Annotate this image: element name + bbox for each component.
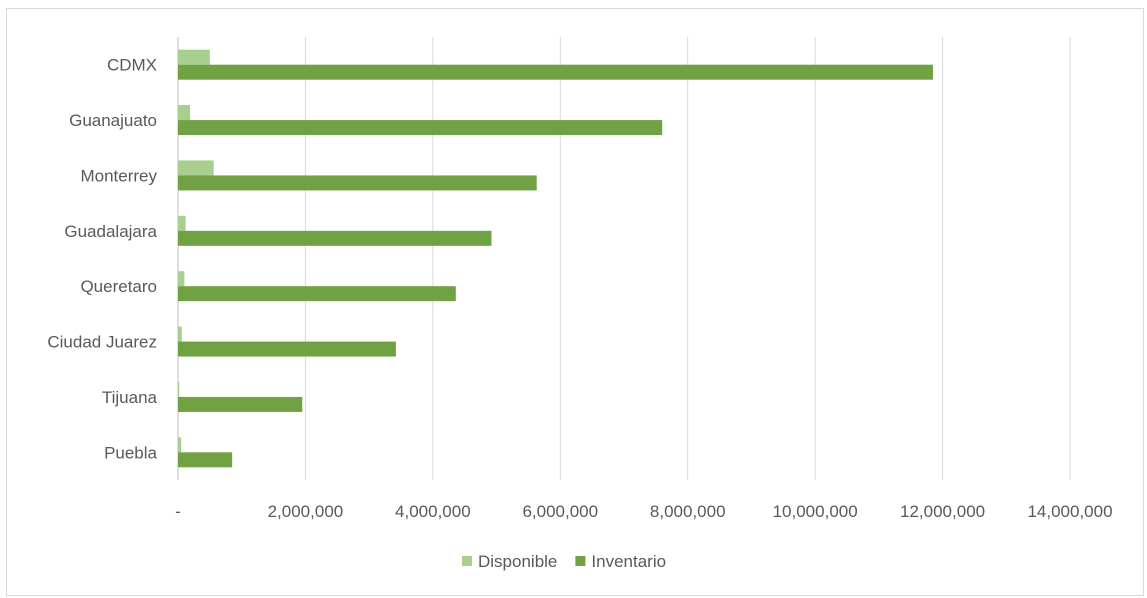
legend-label-inventario: Inventario bbox=[591, 552, 666, 571]
bar-inventario-queretaro bbox=[178, 286, 456, 302]
category-label: Guanajuato bbox=[69, 111, 157, 130]
category-label: Ciudad Juarez bbox=[47, 333, 157, 352]
x-tick-label: 12,000,000 bbox=[900, 502, 985, 521]
x-tick-label: 6,000,000 bbox=[522, 502, 598, 521]
bar-inventario-guadalajara bbox=[178, 230, 492, 246]
legend: Disponible Inventario bbox=[462, 552, 666, 571]
x-tick-label: - bbox=[175, 502, 181, 521]
x-tick-label: 2,000,000 bbox=[268, 502, 344, 521]
bar-disponible-queretaro bbox=[178, 271, 185, 287]
x-tick-label: 8,000,000 bbox=[650, 502, 726, 521]
bars bbox=[178, 49, 934, 468]
bar-disponible-guadalajara bbox=[178, 215, 186, 231]
category-label: Queretaro bbox=[80, 277, 157, 296]
gridlines bbox=[177, 37, 1071, 480]
category-label: Tijuana bbox=[102, 388, 158, 407]
legend-swatch-disponible bbox=[462, 556, 472, 566]
legend-label-disponible: Disponible bbox=[478, 552, 557, 571]
bar-disponible-ciudad-juarez bbox=[178, 326, 182, 342]
bar-inventario-monterrey bbox=[178, 175, 537, 191]
bar-inventario-guanajuato bbox=[178, 120, 663, 136]
x-tick-labels: - 2,000,000 4,000,000 6,000,000 8,000,000 10,… bbox=[175, 502, 1112, 521]
bar-disponible-puebla bbox=[178, 437, 182, 453]
category-labels: CDMX Guanajuato Monterrey Guadalajara Queret… bbox=[47, 56, 157, 463]
bar-disponible-guanajuato bbox=[178, 105, 191, 121]
category-label: Monterrey bbox=[80, 166, 157, 185]
category-label: Guadalajara bbox=[64, 222, 157, 241]
bar-inventario-cdmx bbox=[178, 64, 934, 80]
bar-disponible-tijuana bbox=[178, 381, 180, 397]
bar-inventario-puebla bbox=[178, 452, 233, 468]
legend-swatch-inventario bbox=[575, 556, 586, 566]
x-tick-label: 4,000,000 bbox=[395, 502, 471, 521]
bar-disponible-monterrey bbox=[178, 160, 214, 176]
category-label: Puebla bbox=[104, 443, 157, 462]
category-label: CDMX bbox=[107, 56, 157, 75]
x-tick-label: 10,000,000 bbox=[773, 502, 858, 521]
bar-disponible-cdmx bbox=[178, 49, 210, 65]
x-tick-label: 14,000,000 bbox=[1027, 502, 1112, 521]
bar-inventario-tijuana bbox=[178, 396, 303, 412]
bar-inventario-ciudad-juarez bbox=[178, 341, 396, 357]
chart-frame bbox=[6, 8, 1144, 596]
